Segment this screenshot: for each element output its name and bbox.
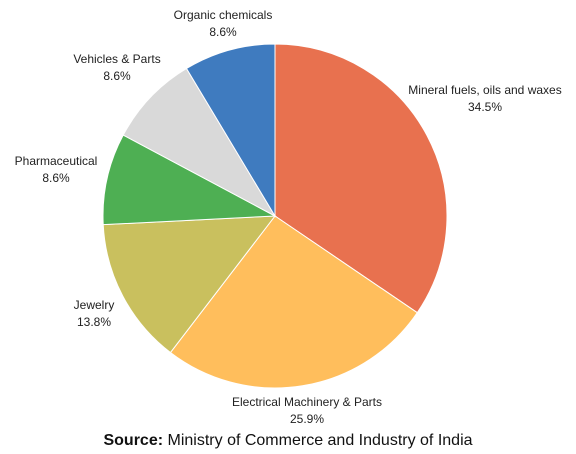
pie-slice-mineral-fuels-oils-and-waxes bbox=[274, 43, 448, 314]
slice-label-jewelry: Jewelry bbox=[74, 298, 115, 312]
slice-label-pharmaceutical: Pharmaceutical bbox=[15, 154, 98, 168]
slice-value-pharmaceutical: 8.6% bbox=[42, 171, 70, 185]
slice-label-vehicles-and-parts: Vehicles & Parts bbox=[73, 52, 160, 66]
slice-label-electrical-machinery-and-parts: Electrical Machinery & Parts bbox=[232, 395, 382, 409]
pie-slice-jewelry bbox=[102, 215, 277, 354]
source-note: Source: Ministry of Commerce and Industr… bbox=[0, 432, 576, 450]
slice-value-vehicles-and-parts: 8.6% bbox=[103, 69, 131, 83]
pie-slice-electrical-machinery-and-parts bbox=[169, 215, 418, 389]
pie-labels: Mineral fuels, oils and waxes 34.5% Electr… bbox=[15, 8, 562, 426]
slice-value-mineral-fuels-oils-and-waxes: 34.5% bbox=[468, 100, 502, 114]
source-prefix: Source: bbox=[103, 432, 164, 449]
pie-slice-organic-chemicals bbox=[185, 43, 276, 218]
pie-slice-pharmaceutical bbox=[102, 134, 277, 226]
source-text: Ministry of Commerce and Industry of Ind… bbox=[163, 432, 473, 449]
pie-slice-vehicles-and-parts bbox=[122, 67, 277, 218]
slice-value-jewelry: 13.8% bbox=[77, 315, 111, 329]
slice-label-organic-chemicals: Organic chemicals bbox=[174, 8, 273, 22]
slice-value-organic-chemicals: 8.6% bbox=[209, 25, 237, 39]
pie-slices bbox=[102, 43, 448, 389]
slice-label-mineral-fuels-oils-and-waxes: Mineral fuels, oils and waxes bbox=[408, 83, 561, 97]
slice-value-electrical-machinery-and-parts: 25.9% bbox=[290, 412, 324, 426]
